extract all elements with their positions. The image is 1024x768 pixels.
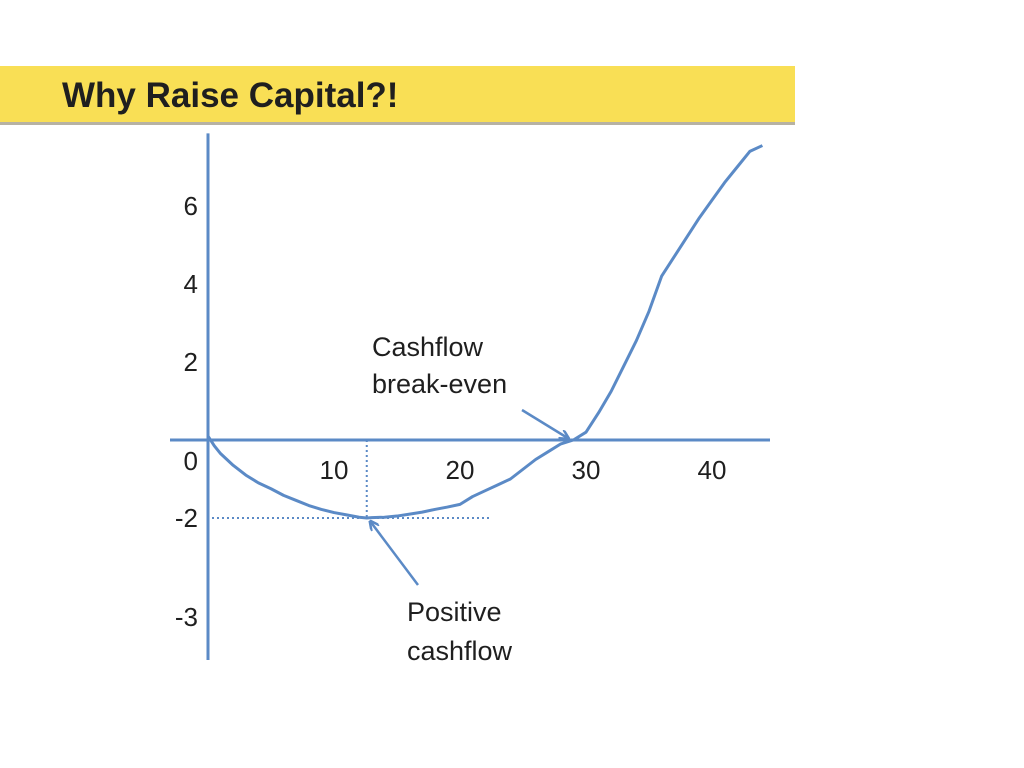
title-bar: Why Raise Capital?! [0, 66, 795, 125]
annotation-break-even-line1: Cashflow [372, 332, 484, 362]
annotation-positive-line2: cashflow [407, 636, 513, 666]
annotation-break-even-line2: break-even [372, 369, 507, 399]
y-tick-label: 6 [184, 191, 198, 221]
y-tick-label: -3 [175, 602, 198, 632]
y-tick-label: -2 [175, 503, 198, 533]
x-tick-label: 10 [320, 455, 349, 485]
cashflow-series-line [206, 144, 764, 520]
y-tick-label: 4 [184, 269, 198, 299]
annotation-positive-line1: Positive [407, 597, 502, 627]
x-tick-label: 30 [572, 455, 601, 485]
x-tick-label: 40 [698, 455, 727, 485]
annotation-break-even-arrow [521, 408, 568, 438]
y-tick-label: 2 [184, 347, 198, 377]
y-tick-label: 0 [184, 446, 198, 476]
x-tick-label: 20 [446, 455, 475, 485]
annotation-positive-arrow [371, 522, 420, 586]
page-title: Why Raise Capital?! [62, 76, 399, 115]
